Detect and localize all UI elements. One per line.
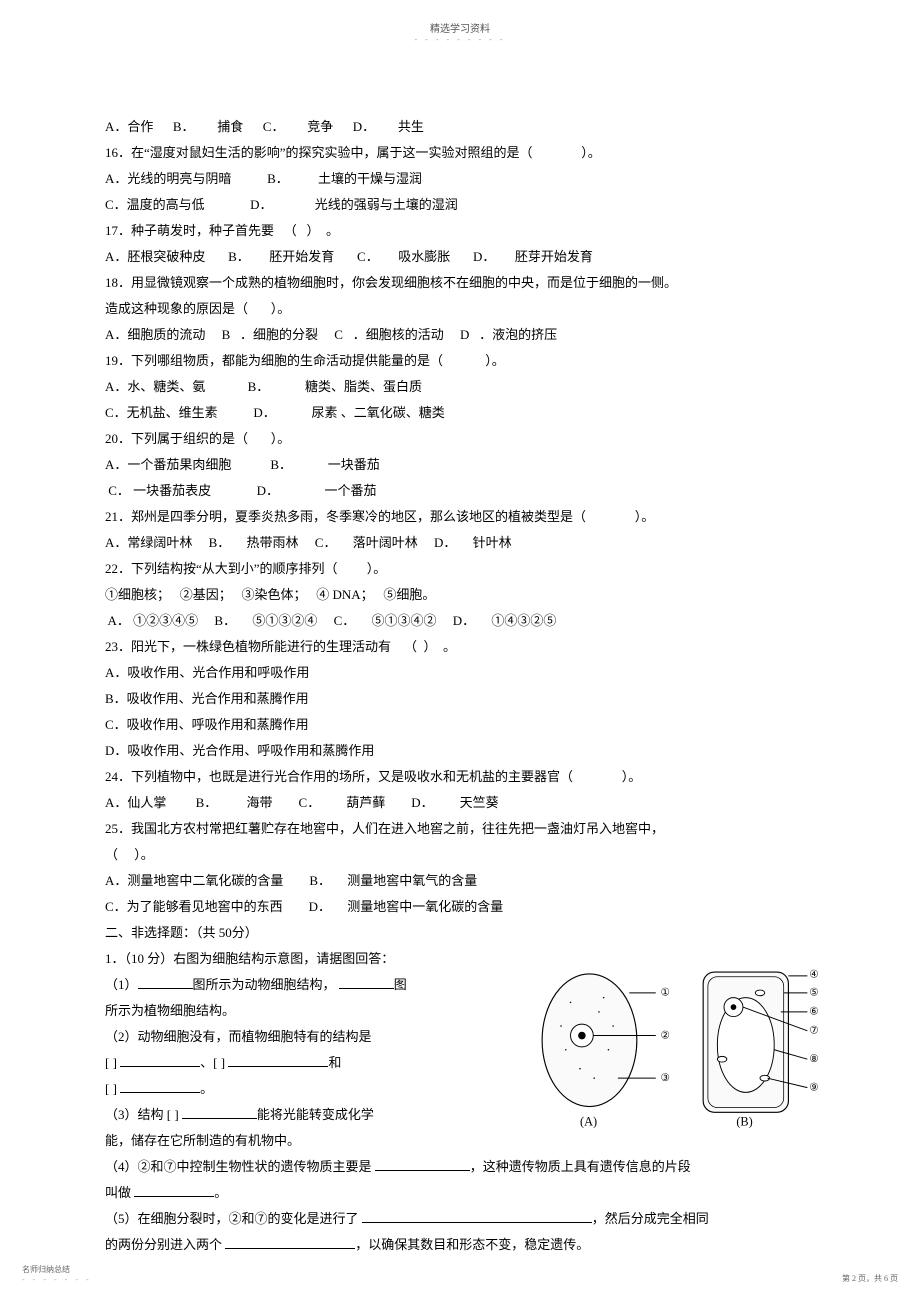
q23-b: B．吸收作用、光合作用和蒸腾作用 bbox=[105, 686, 815, 712]
label-5: ⑤ bbox=[809, 988, 818, 999]
label-3: ③ bbox=[661, 1073, 670, 1084]
text: [ ] bbox=[105, 1055, 120, 1070]
label-4: ④ bbox=[809, 970, 818, 981]
q24-options: A．仙人掌 B． 海带 C． 葫芦藓 D． 天竺葵 bbox=[105, 790, 815, 816]
text: 叫做 bbox=[105, 1185, 134, 1200]
text: ，然后分成完全相同 bbox=[592, 1211, 709, 1226]
blank bbox=[182, 1106, 257, 1119]
blank bbox=[120, 1054, 200, 1067]
header-dots: - - - - - - - - - bbox=[0, 35, 920, 44]
footer-right: 第 2 页，共 6 页 bbox=[842, 1273, 898, 1284]
blank bbox=[120, 1080, 200, 1093]
text: （3）结构 [ ] bbox=[105, 1107, 182, 1122]
label-9: ⑨ bbox=[809, 1082, 818, 1093]
page-header: 精选学习资料 bbox=[0, 0, 920, 35]
blank bbox=[138, 976, 193, 989]
q16-cd: C．温度的高与低 D． 光线的强弱与土壤的湿润 bbox=[105, 192, 815, 218]
text: ，以确保其数目和形态不变，稳定遗传。 bbox=[355, 1237, 589, 1252]
blank bbox=[134, 1184, 214, 1197]
s2-q1-5: （5）在细胞分裂时，②和⑦的变化是进行了 ，然后分成完全相同 bbox=[105, 1206, 815, 1232]
q25-cd-opts: C．为了能够看见地窖中的东西 D． 测量地窖中一氧化碳的含量 bbox=[105, 894, 815, 920]
q21-options: A．常绿阔叶林 B． 热带雨林 C． 落叶阔叶林 D． 针叶林 bbox=[105, 530, 815, 556]
q20-cd: C． 一块番茄表皮 D． 一个番茄 bbox=[105, 478, 815, 504]
footer-left: 名师归纳总结 - - - - - - - bbox=[22, 1264, 92, 1284]
text: 。 bbox=[214, 1185, 227, 1200]
q25-b: （ ）。 bbox=[105, 842, 815, 868]
q23-d: D．吸收作用、光合作用、呼吸作用和蒸腾作用 bbox=[105, 738, 815, 764]
q21: 21．郑州是四季分明，夏季炎热多雨，冬季寒冷的地区，那么该地区的植被类型是（ ）… bbox=[105, 504, 815, 530]
q18-a: 18．用显微镜观察一个成熟的植物细胞时，你会发现细胞核不在细胞的中央，而是位于细… bbox=[105, 270, 815, 296]
q24: 24．下列植物中，也既是进行光合作用的场所，又是吸收水和无机盐的主要器官（ ）。 bbox=[105, 764, 815, 790]
text: [ ] bbox=[105, 1081, 120, 1096]
footer-left-text: 名师归纳总结 bbox=[22, 1264, 92, 1275]
label-7: ⑦ bbox=[809, 1026, 818, 1037]
q19: 19．下列哪组物质，都能为细胞的生命活动提供能量的是（ ）。 bbox=[105, 348, 815, 374]
text: （1） bbox=[105, 977, 138, 992]
q17: 17．种子萌发时，种子首先要 （ ） 。 bbox=[105, 218, 815, 244]
blank bbox=[339, 976, 394, 989]
q16: 16．在“湿度对鼠妇生活的影响”的探究实验中，属于这一实验对照组的是（ ）。 bbox=[105, 140, 815, 166]
label-6: ⑥ bbox=[809, 1007, 818, 1018]
text: 的两份分别进入两个 bbox=[105, 1237, 225, 1252]
blank bbox=[228, 1054, 328, 1067]
q17-options: A．胚根突破种皮 B． 胚开始发育 C． 吸水膨胀 D． 胚芽开始发育 bbox=[105, 244, 815, 270]
q19-cd: C．无机盐、维生素 D． 尿素 、二氧化碳、糖类 bbox=[105, 400, 815, 426]
q18-options: A．细胞质的流动 B ．细胞的分裂 C ．细胞核的活动 D ．液泡的挤压 bbox=[105, 322, 815, 348]
s2-q1-4: （4）②和⑦中控制生物性状的遗传物质主要是 ，这种遗传物质上具有遗传信息的片段 bbox=[105, 1154, 815, 1180]
q25-a: 25．我国北方农村常把红薯贮存在地窖中，人们在进入地窖之前，往往先把一盏油灯吊入… bbox=[105, 816, 815, 842]
cell-diagram: ① ② ③ (A) ④ ⑤ ⑥ ⑦ ⑧ ⑨ (B) bbox=[515, 955, 825, 1135]
footer-left-dots: - - - - - - - bbox=[22, 1275, 92, 1284]
blank bbox=[362, 1210, 592, 1223]
label-a: (A) bbox=[580, 1115, 597, 1129]
text: 能将光能转变成化学 bbox=[257, 1107, 374, 1122]
s2-q1-5b: 的两份分别进入两个 ，以确保其数目和形态不变，稳定遗传。 bbox=[105, 1232, 815, 1258]
q22-items: ①细胞核； ②基因； ③染色体； ④ DNA； ⑤细胞。 bbox=[105, 582, 815, 608]
text: （4）②和⑦中控制生物性状的遗传物质主要是 bbox=[105, 1159, 375, 1174]
section-2: 二、非选择题：（共 50分） bbox=[105, 920, 815, 946]
blank bbox=[375, 1158, 470, 1171]
q15-options: A．合作 B． 捕食 C． 竞争 D． 共生 bbox=[105, 114, 815, 140]
label-8: ⑧ bbox=[809, 1054, 818, 1065]
q18-b: 造成这种现象的原因是（ ）。 bbox=[105, 296, 815, 322]
q25-ab-opts: A．测量地窖中二氧化碳的含量 B． 测量地窖中氧气的含量 bbox=[105, 868, 815, 894]
text: 、[ ] bbox=[200, 1055, 228, 1070]
q20: 20．下列属于组织的是（ ）。 bbox=[105, 426, 815, 452]
label-1: ① bbox=[661, 988, 670, 999]
text: （5）在细胞分裂时，②和⑦的变化是进行了 bbox=[105, 1211, 362, 1226]
text: 图所示为动物细胞结构， bbox=[193, 977, 336, 992]
blank bbox=[225, 1236, 355, 1249]
text: 和 bbox=[328, 1055, 341, 1070]
q19-ab: A．水、糖类、氨 B． 糖类、脂类、蛋白质 bbox=[105, 374, 815, 400]
q22-options: A． ①②③④⑤ B． ⑤①③②④ C． ⑤①③④② D． ①④③②⑤ bbox=[105, 608, 815, 634]
s2-q1-4b: 叫做 。 bbox=[105, 1180, 815, 1206]
q23: 23．阳光下，一株绿色植物所能进行的生理活动有 （ ） 。 bbox=[105, 634, 815, 660]
q23-c: C．吸收作用、呼吸作用和蒸腾作用 bbox=[105, 712, 815, 738]
text: ，这种遗传物质上具有遗传信息的片段 bbox=[470, 1159, 691, 1174]
q22: 22．下列结构按“从大到小”的顺序排列（ ）。 bbox=[105, 556, 815, 582]
q23-a: A．吸收作用、光合作用和呼吸作用 bbox=[105, 660, 815, 686]
text: 。 bbox=[200, 1081, 213, 1096]
header-title: 精选学习资料 bbox=[430, 24, 490, 35]
text: 图 bbox=[394, 977, 407, 992]
label-b: (B) bbox=[736, 1115, 752, 1129]
q20-ab: A．一个番茄果肉细胞 B． 一块番茄 bbox=[105, 452, 815, 478]
label-2: ② bbox=[661, 1030, 670, 1041]
q16-ab: A．光线的明亮与阴暗 B． 土壤的干燥与湿润 bbox=[105, 166, 815, 192]
